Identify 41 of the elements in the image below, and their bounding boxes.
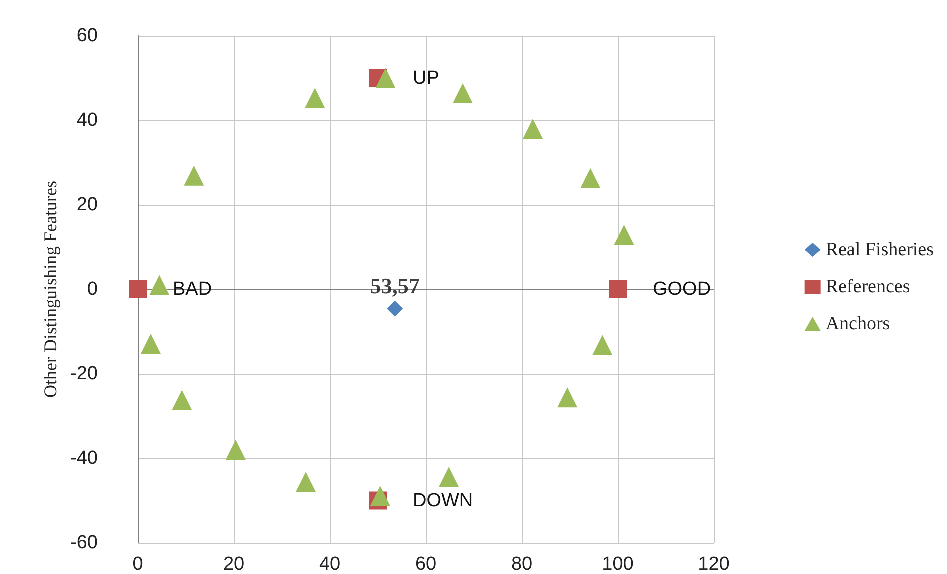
x-tick-label: 20 [223,554,245,574]
y-tick-label: -20 [70,364,98,384]
legend-label: Anchors [826,314,890,334]
y-tick-label: -60 [70,532,98,554]
x-tick-label: 80 [511,554,533,574]
point [592,335,613,356]
y-axis-title: Other Distinguishing Features [40,181,61,398]
point [140,334,161,354]
data-label: DOWN [413,490,474,512]
x-tick-label: 120 [698,554,730,574]
data-label: BAD [173,279,212,300]
data-label: GOOD [653,279,712,300]
y-tick-label: 40 [76,110,98,131]
point [523,118,544,139]
point [580,168,601,188]
point [376,68,396,88]
point [370,486,390,506]
x-tick-label: 100 [602,554,634,574]
point [305,88,326,108]
y-tick-label: -40 [70,448,98,469]
point [609,280,627,298]
y-tick-label: 20 [76,194,98,216]
point [172,390,192,410]
legend-label: Real Fisheries [826,240,934,260]
x-tick-label: 40 [319,554,341,574]
legend-label: References [826,276,910,298]
x-tick-label: 60 [415,554,437,574]
y-tick-label: 0 [87,279,98,300]
point [452,83,473,104]
point [129,280,147,298]
point [150,275,170,296]
point [184,166,204,186]
point [296,472,316,492]
point [439,467,460,488]
point [558,388,578,408]
point [226,440,246,460]
point [614,224,634,245]
data-label: UP [413,68,440,89]
point [387,300,404,317]
y-tick-label: 60 [76,26,98,46]
x-tick-label: 0 [132,554,144,574]
